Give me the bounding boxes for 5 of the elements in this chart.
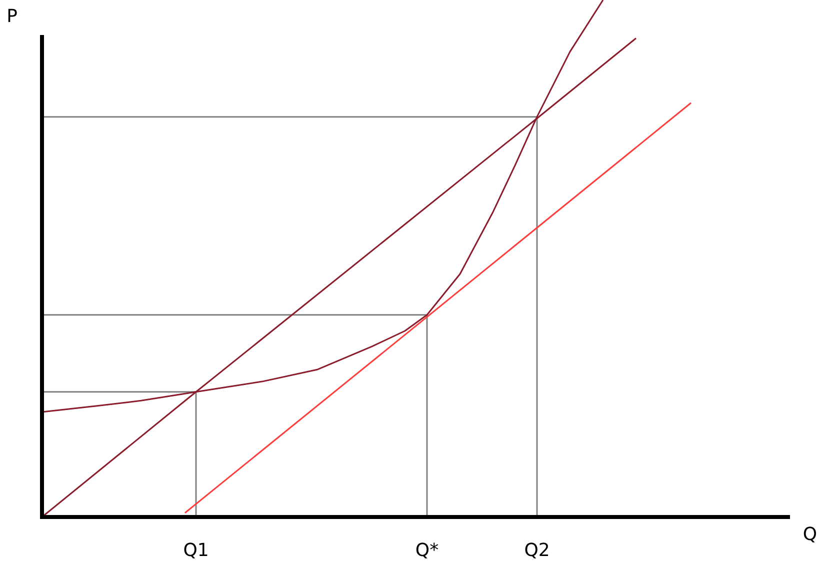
y-axis-title: P	[6, 6, 18, 27]
x-tick-label: Q2	[524, 540, 550, 561]
x-tick-label: Q1	[183, 540, 209, 561]
x-tick-label: Q*	[415, 540, 439, 561]
x-axis-title: Q	[802, 524, 818, 545]
